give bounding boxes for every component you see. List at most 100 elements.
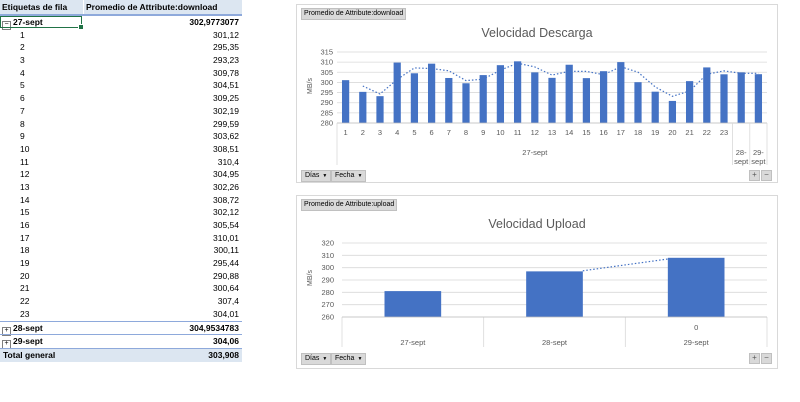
bar — [703, 67, 711, 123]
pivot-header-values[interactable]: Promedio de Attribute:download — [86, 2, 218, 12]
pivot-row[interactable]: 8 299,59 — [0, 118, 242, 131]
pivot-group-label-text: 29-sept — [13, 336, 43, 347]
download-chart-title: Velocidad Descarga — [481, 26, 593, 40]
pivot-group-row[interactable]: −27-sept 302,9773077 — [0, 15, 242, 30]
pivot-group-label-text: 27-sept — [13, 17, 43, 27]
pivot-row[interactable]: 9 303,62 — [0, 130, 242, 143]
pivot-row[interactable]: 5 304,51 — [0, 79, 242, 92]
pivot-row-label: 17 — [20, 232, 30, 243]
pivot-row-label: 8 — [20, 118, 25, 129]
pivot-row-value: 295,35 — [213, 42, 239, 53]
pivot-row[interactable]: 22 307,4 — [0, 295, 242, 308]
x-tick-label: 12 — [531, 128, 539, 137]
upload-chart[interactable]: Promedio de Attribute:upload Velocidad U… — [296, 195, 778, 369]
pivot-row[interactable]: 1 301,12 — [0, 29, 242, 42]
pivot-row[interactable]: 13 302,26 — [0, 181, 242, 194]
pivot-row[interactable]: 19 295,44 — [0, 257, 242, 270]
bar — [668, 100, 677, 123]
pivot-row[interactable]: 21 300,64 — [0, 282, 242, 295]
dropdown-arrow-icon: ▼ — [357, 173, 363, 179]
x-group-label: 29- — [753, 148, 764, 157]
bar — [565, 64, 573, 123]
pivot-row-value: 301,12 — [213, 29, 239, 40]
y-tick-label: 270 — [321, 300, 334, 309]
pivot-row-value: 308,51 — [213, 143, 239, 154]
bar — [531, 72, 539, 123]
x-tick-label: 8 — [464, 128, 468, 137]
bar — [462, 83, 470, 123]
pivot-row[interactable]: 14 308,72 — [0, 194, 242, 207]
download-collapse-button[interactable]: − — [761, 170, 772, 181]
bar — [599, 71, 608, 123]
pivot-group-value: 302,9773077 — [189, 17, 239, 27]
upload-collapse-button[interactable]: − — [761, 353, 772, 364]
x-tick-label: 29-sept — [684, 338, 710, 347]
pivot-row[interactable]: 7 302,19 — [0, 105, 242, 118]
download-axis-button-fecha[interactable]: Fecha ▼ — [331, 170, 367, 182]
download-field-button[interactable]: Promedio de Attribute:download — [301, 8, 407, 20]
pivot-row-value: 293,23 — [213, 55, 239, 66]
pivot-row[interactable]: 12 304,95 — [0, 168, 242, 181]
y-tick-label: 290 — [321, 276, 334, 285]
fill-handle[interactable] — [78, 24, 84, 30]
pivot-row[interactable]: 20 290,88 — [0, 270, 242, 283]
pivot-row-value: 304,95 — [213, 169, 239, 180]
pivot-table: Etiquetas de fila Promedio de Attribute:… — [0, 0, 242, 362]
pivot-group-row[interactable]: +28-sept 304,9534783 — [0, 320, 242, 336]
bar — [651, 91, 659, 123]
pivot-row[interactable]: 4 309,78 — [0, 67, 242, 80]
pivot-row[interactable]: 18 300,11 — [0, 244, 242, 257]
pivot-row-label: 7 — [20, 105, 25, 116]
x-tick-label: 10 — [496, 128, 504, 137]
pivot-group-value: 304,06 — [213, 336, 239, 347]
x-tick-label: 18 — [634, 128, 642, 137]
bar — [617, 62, 625, 123]
download-chart[interactable]: Promedio de Attribute:download Velocidad… — [296, 4, 778, 183]
pivot-row-label: 18 — [20, 245, 30, 256]
pivot-row-value: 309,25 — [213, 93, 239, 104]
download-axis-button-dias[interactable]: Días ▼ — [301, 170, 332, 182]
download-expand-button[interactable]: + — [749, 170, 760, 181]
pivot-row[interactable]: 23 304,01 — [0, 308, 242, 321]
upload-expand-button[interactable]: + — [749, 353, 760, 364]
bar — [393, 62, 401, 123]
y-tick-label: 310 — [320, 58, 333, 67]
trendline — [582, 258, 668, 272]
bar — [445, 77, 453, 123]
bar — [427, 63, 436, 123]
pivot-row[interactable]: 2 295,35 — [0, 41, 242, 54]
upload-field-button[interactable]: Promedio de Attribute:upload — [301, 199, 398, 211]
pivot-row-value: 302,19 — [213, 105, 239, 116]
pivot-total-value: 303,908 — [208, 349, 239, 360]
upload-axis-button-dias[interactable]: Días ▼ — [301, 353, 332, 365]
dropdown-arrow-icon: ▼ — [322, 173, 328, 179]
y-tick-label: 315 — [320, 48, 333, 57]
pivot-row[interactable]: 17 310,01 — [0, 232, 242, 245]
y-tick-label: 300 — [321, 263, 334, 272]
pivot-row[interactable]: 10 308,51 — [0, 143, 242, 156]
pivot-row[interactable]: 16 305,54 — [0, 219, 242, 232]
pivot-row-value: 309,78 — [213, 67, 239, 78]
x-tick-label: 4 — [395, 128, 399, 137]
upload-axis-button-fecha[interactable]: Fecha ▼ — [331, 353, 367, 365]
bar — [548, 77, 556, 123]
upload-axis-button-fecha-label: Fecha — [335, 355, 355, 362]
pivot-row-label: 2 — [20, 42, 25, 53]
pivot-row[interactable]: 3 293,23 — [0, 54, 242, 67]
pivot-row-label: 19 — [20, 258, 30, 269]
pivot-row[interactable]: 15 302,12 — [0, 206, 242, 219]
upload-chart-plot: 260 270 280 290 300 310 320 27-sept 28-sept 29-se… — [321, 239, 768, 347]
pivot-row-label: 23 — [20, 308, 30, 319]
pivot-row[interactable]: 11 310,4 — [0, 156, 242, 169]
y-tick-label: 310 — [321, 251, 334, 260]
trendline — [362, 62, 759, 97]
pivot-row[interactable]: 6 309,25 — [0, 92, 242, 105]
pivot-row-label: 3 — [20, 55, 25, 66]
x-tick-label: 11 — [514, 128, 522, 137]
collapse-icon[interactable]: − — [2, 21, 11, 30]
pivot-header-separator — [83, 0, 84, 14]
pivot-header-row-labels[interactable]: Etiquetas de fila — [2, 2, 68, 12]
pivot-total-row[interactable]: Total general 303,908 — [0, 347, 242, 362]
pivot-group-row[interactable]: +29-sept 304,06 — [0, 334, 242, 350]
